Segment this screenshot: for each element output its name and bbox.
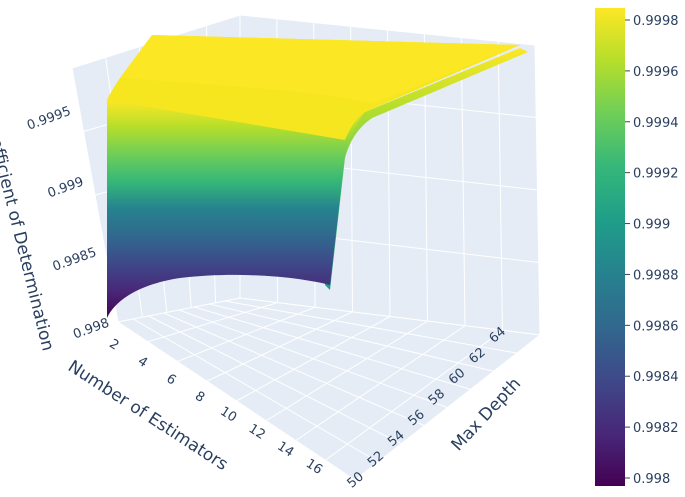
surface [107,35,528,318]
colorbar: 0.9998 0.9996 0.9994 0.9992 0.999 0.9988 0.998… [595,8,679,487]
x-tick-label: 6 [163,371,178,388]
colorbar-tick-label: 0.998 [633,472,670,487]
surface-front-face [107,100,365,318]
z-axis-title: Coefficient of Determination [0,115,58,353]
x-tick-label: 2 [106,337,121,354]
colorbar-tick-label: 0.9992 [633,167,679,182]
colorbar-ticks: 0.9998 0.9996 0.9994 0.9992 0.999 0.9988 0.998… [625,14,679,487]
x-tick-label: 8 [192,389,207,406]
z-tick-label: 0.998 [71,316,111,343]
x-tick-label: 14 [274,439,296,461]
colorbar-tick-label: 0.9984 [633,370,679,385]
colorbar-tick-label: 0.999 [633,218,670,233]
colorbar-tick-label: 0.9994 [633,116,679,131]
colorbar-tick-label: 0.9998 [633,14,679,29]
surface-side-face [325,48,528,290]
colorbar-bar [595,8,625,486]
colorbar-tick-label: 0.9996 [633,65,679,80]
colorbar-tick-label: 0.9988 [633,268,679,283]
colorbar-tick-label: 0.9986 [633,319,679,334]
x-tick-label: 10 [217,404,239,426]
surface-top-highlight [120,35,520,104]
z-tick-label: 0.9985 [51,245,99,275]
z-tick-label: 0.9995 [25,104,73,134]
x-tick-label: 4 [135,354,150,371]
colorbar-tick-label: 0.9982 [633,421,679,436]
x-tick-label: 16 [303,456,325,478]
z-tick-label: 0.999 [46,175,86,202]
x-tick-label: 12 [246,421,268,443]
